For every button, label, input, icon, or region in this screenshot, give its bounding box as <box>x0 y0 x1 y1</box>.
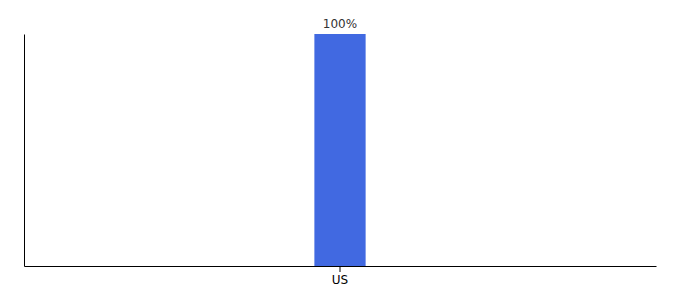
y-axis <box>24 35 25 267</box>
data-labels: 100% <box>323 17 357 31</box>
x-tick-label: US <box>332 273 348 287</box>
plot-area: US 100% <box>25 17 657 287</box>
chart-svg: US 100% <box>0 0 680 300</box>
x-tick: US <box>332 266 348 287</box>
chart-container: US 100% <box>0 0 680 300</box>
x-tick-mark <box>340 266 341 272</box>
x-axis: US <box>25 266 657 287</box>
bar <box>314 34 365 266</box>
data-label: 100% <box>323 17 357 31</box>
y-axis-line <box>24 35 25 267</box>
bars <box>314 34 365 266</box>
